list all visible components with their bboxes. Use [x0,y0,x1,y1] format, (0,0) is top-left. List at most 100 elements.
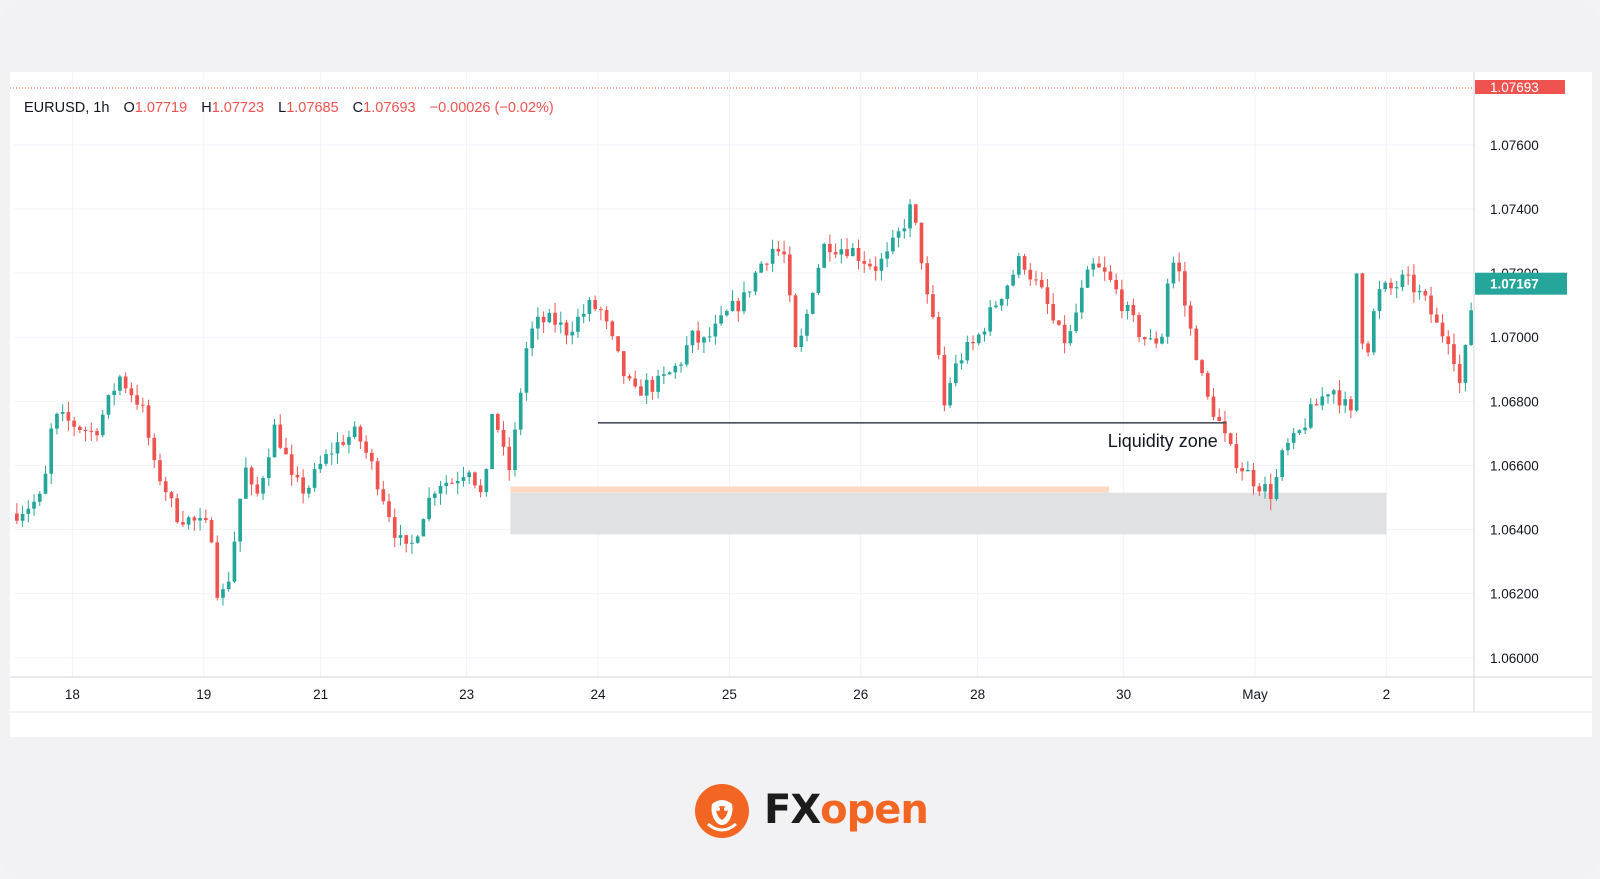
candle-body [810,292,815,314]
candle-body [982,331,987,335]
candle-body [186,517,191,525]
candle-body [175,498,180,523]
candle-body [272,424,277,458]
wordmark-fx: FX [764,787,821,833]
candle-body [238,498,242,542]
candle-body [576,316,580,332]
candle-body [15,513,19,521]
candle-body [1057,320,1061,325]
candle-body [1102,267,1107,272]
liquidity-zone-label: Liquidity zone [1108,431,1218,451]
candle-body [885,251,889,259]
time-tick-label: 30 [1116,687,1131,702]
candle-body [203,517,208,521]
candle-body [135,395,139,405]
candle-body [1440,322,1445,337]
candle-body [169,492,174,499]
candle-body [484,469,489,493]
candle-body [610,321,615,337]
candle-body [43,473,48,494]
candle-body [1005,285,1010,299]
candle-body [564,322,569,336]
candle-body [1200,360,1204,374]
candle-body [541,316,546,323]
candle-body [49,428,54,474]
candle-body [1463,344,1468,383]
candle-body [106,395,111,415]
candle-body [1326,394,1330,397]
price-tick-label: 1.06800 [1490,394,1539,409]
time-tick-label: 26 [853,687,868,702]
candle-body [759,263,764,273]
current-price-label: 1.07167 [1490,277,1539,292]
candle-body [78,426,82,430]
candle-body [392,517,397,538]
candle-body [1354,273,1359,411]
candle-body [1371,311,1376,353]
candle-body [1349,399,1353,411]
time-axis[interactable]: 18 19 21 23 24 25 26 28 30 May 2 [65,687,1390,702]
candle-body [358,426,363,442]
candle-body [513,429,517,471]
candle-body [100,414,105,436]
candle-body [747,291,752,293]
candle-body [1343,399,1348,406]
candle-body [1022,256,1027,270]
candle-body [198,517,202,521]
price-tick-label: 1.06200 [1490,587,1539,602]
ohlc-legend: EURUSD, 1h O1.07719 H1.07723 L1.07685 C1… [24,100,554,116]
candle-body [856,247,861,261]
candle-body [839,249,844,255]
candle-body [633,378,638,387]
candle-body [1320,396,1325,406]
time-tick-label: 28 [970,687,985,702]
candle-body [965,341,970,361]
candle-body [404,535,409,544]
candle-body [822,243,826,268]
price-chart[interactable]: Liquidity zone 1.060001.062001.064001.06… [10,72,1592,737]
candle-body [450,482,454,484]
candle-body [1183,271,1187,306]
candle-body [232,541,237,582]
candle-body [1251,469,1256,487]
candle-body [278,424,283,448]
candle-body [1280,450,1285,478]
candle-body [146,405,151,438]
high-value: 1.07723 [212,100,264,116]
candle-body [1389,282,1393,289]
candle-body [1079,287,1084,313]
candle-body [387,501,391,518]
candle-body [284,447,288,455]
candle-body [770,248,775,264]
wordmark-open: open [820,787,929,833]
candle-body [656,375,660,392]
candle-body [1228,433,1233,445]
candle-body [793,295,798,347]
candle-body [249,467,254,485]
candle-body [662,374,666,376]
candle-body [329,453,334,455]
candle-body [55,413,59,429]
candle-body [679,364,683,366]
price-tick-label: 1.06400 [1490,523,1539,538]
candle-body [1188,305,1193,329]
candle-body [742,292,746,312]
candle-body [20,513,25,521]
candle-body [833,252,838,255]
candle-body [347,437,351,445]
candle-body [352,426,357,438]
candle-body [318,463,323,470]
low-value: 1.07685 [286,100,338,116]
candle-body [782,251,786,255]
price-axis[interactable]: 1.06000 1.06200 1.06400 1.06600 1.06800 1.070… [1475,80,1567,666]
candle-body [518,392,523,430]
candle-body [1045,287,1050,304]
candle-body [1016,256,1021,275]
candle-body [1303,427,1307,431]
candle-body [1097,263,1101,268]
candle-body [1160,336,1164,344]
zones [510,486,1387,535]
candle-body [988,307,993,332]
candle-body [1308,404,1313,428]
